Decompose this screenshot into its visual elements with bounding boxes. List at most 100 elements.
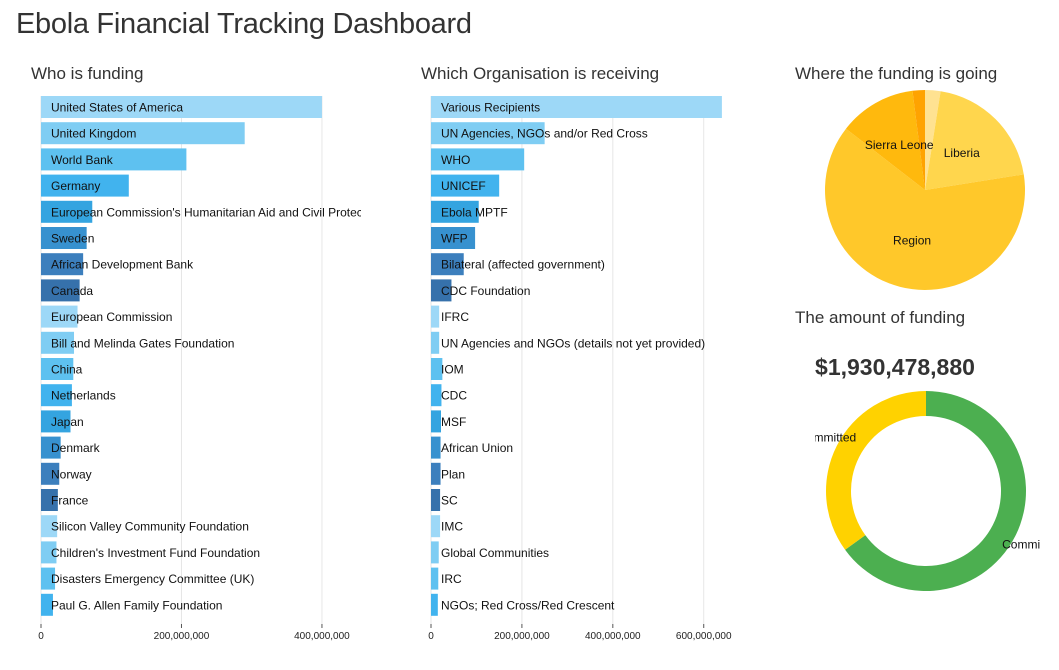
bar[interactable] [431, 541, 439, 564]
recipients-chart-title: Which Organisation is receiving [421, 64, 660, 83]
bar[interactable] [431, 148, 525, 171]
bar-label: Netherlands [51, 389, 116, 403]
bar[interactable] [41, 358, 74, 380]
bar[interactable] [431, 305, 440, 328]
bar-label: IMC [441, 520, 463, 534]
pie-slice[interactable] [912, 90, 925, 190]
bar[interactable] [41, 515, 58, 538]
pie-slice[interactable] [845, 90, 925, 190]
bar[interactable] [431, 593, 438, 616]
bar[interactable] [431, 462, 441, 485]
bar[interactable] [431, 436, 441, 459]
bar-label: Bilateral (affected government) [441, 258, 605, 272]
bar[interactable] [41, 305, 78, 328]
bar-label: IFRC [441, 310, 469, 324]
pie-slice[interactable] [925, 90, 941, 190]
bar[interactable] [431, 358, 443, 380]
bar[interactable] [41, 227, 87, 249]
bar[interactable] [431, 489, 441, 511]
pie-slice[interactable] [925, 91, 1024, 190]
bar[interactable] [41, 122, 245, 145]
pie-slice[interactable] [826, 391, 926, 550]
bar[interactable] [41, 436, 61, 459]
bar-label: Norway [51, 467, 92, 481]
pie-slice[interactable] [825, 128, 1025, 290]
bar-label: CDC Foundation [441, 284, 530, 298]
bar[interactable] [431, 515, 441, 538]
bar-label: African Union [441, 441, 513, 455]
bar-label: Global Communities [441, 546, 549, 560]
bar[interactable] [431, 410, 441, 433]
bar[interactable] [41, 200, 93, 223]
bar[interactable] [41, 279, 80, 302]
bar-label: United Kingdom [51, 127, 136, 141]
destinations-chart: Liberia Region Sierra Leone [815, 88, 1035, 303]
bar-label: WHO [441, 153, 470, 167]
bar[interactable] [431, 174, 500, 197]
destinations-chart-title: Where the funding is going [795, 64, 998, 83]
tick-label: 600,000,000 [676, 631, 732, 642]
bar-label: Sweden [51, 232, 94, 246]
bar[interactable] [41, 489, 58, 511]
amount-chart: Committed Uncommitted [786, 385, 1059, 605]
bar[interactable] [41, 384, 72, 407]
amount-chart-title: The amount of funding [795, 308, 966, 327]
bar[interactable] [431, 253, 464, 276]
bar-label: IOM [441, 363, 464, 377]
bar[interactable] [431, 384, 442, 407]
bar[interactable] [41, 96, 322, 118]
bar-label: Children's Investment Fund Foundation [51, 546, 260, 560]
slice-label: Sierra Leone [865, 138, 934, 152]
bar-label: African Development Bank [51, 258, 194, 272]
bar-label: Paul G. Allen Family Foundation [51, 598, 222, 612]
recipients-bar-chart: Various Recipients UN Agencies, NGOs and/… [428, 96, 732, 642]
bar-label: UNICEF [441, 179, 486, 193]
bar[interactable] [431, 122, 545, 145]
bar[interactable] [431, 96, 722, 118]
bar-label: NGOs; Red Cross/Red Crescent [441, 598, 615, 612]
bar-label: UN Agencies and NGOs (details not yet pr… [441, 336, 705, 350]
bar[interactable] [41, 462, 60, 485]
bar[interactable] [41, 541, 57, 564]
tick-label: 0 [428, 631, 434, 642]
page-title: Ebola Financial Tracking Dashboard [16, 8, 472, 40]
recipients-chart: Various Recipients UN Agencies, NGOs and/… [390, 88, 750, 653]
bar-label: Japan [51, 415, 84, 429]
bar-label: Various Recipients [441, 101, 540, 115]
bar[interactable] [41, 593, 53, 616]
bar-label: World Bank [51, 153, 114, 167]
bar[interactable] [431, 227, 476, 249]
destinations-pie-chart: Liberia Region Sierra Leone [825, 90, 1025, 290]
bar[interactable] [41, 410, 71, 433]
funding-amount: $1,930,478,880 [815, 354, 975, 380]
bar[interactable] [431, 331, 440, 354]
bar[interactable] [41, 331, 75, 354]
tick-label: 200,000,000 [154, 631, 210, 642]
donors-chart: United States of America United Kingdom Wo… [0, 88, 380, 653]
bar[interactable] [41, 567, 56, 590]
bar-label: MSF [441, 415, 466, 429]
bar[interactable] [431, 567, 439, 590]
bar-label: United States of America [51, 101, 183, 115]
tick-label: 200,000,000 [494, 631, 550, 642]
bar-label: European Commission [51, 310, 172, 324]
donors-bar-chart: United States of America United Kingdom Wo… [38, 96, 380, 642]
slice-label: Committed [1002, 538, 1040, 552]
bar[interactable] [431, 200, 479, 223]
bar-label: Plan [441, 467, 465, 481]
bar-label: Disasters Emergency Committee (UK) [51, 572, 254, 586]
bar-label: Ebola MPTF [441, 205, 508, 219]
bar-label: CDC [441, 389, 467, 403]
bar[interactable] [41, 253, 84, 276]
slice-label: Region [893, 233, 931, 247]
bar[interactable] [431, 279, 452, 302]
bar-label: Germany [51, 179, 100, 193]
bar-label: European Commission's Humanitarian Aid a… [51, 205, 380, 219]
slice-label: Liberia [944, 146, 980, 160]
tick-label: 400,000,000 [294, 631, 350, 642]
slice-label: Uncommitted [815, 430, 856, 444]
bar[interactable] [41, 174, 129, 197]
bar-label: Denmark [51, 441, 101, 455]
bar[interactable] [41, 148, 187, 171]
bar-label: Bill and Melinda Gates Foundation [51, 336, 234, 350]
